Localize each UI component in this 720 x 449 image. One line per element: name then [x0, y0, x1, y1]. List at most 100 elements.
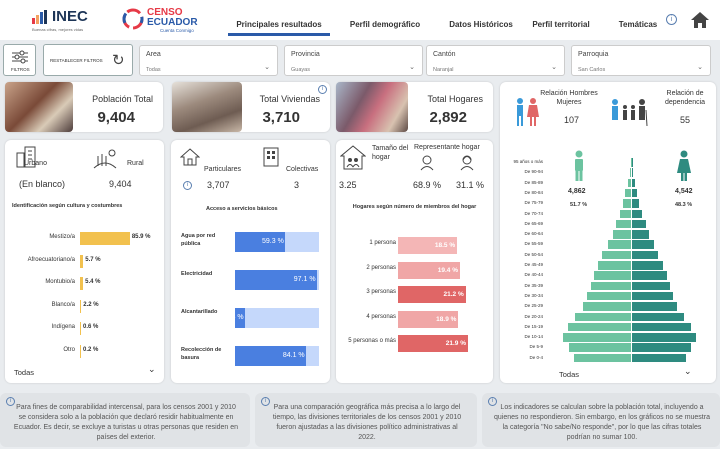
age-label: De 90-94: [524, 169, 543, 175]
bar: [80, 344, 81, 358]
bar: [80, 254, 84, 268]
bar-male: [567, 322, 631, 332]
censo-circle-icon: [122, 8, 144, 30]
chevron-down-icon[interactable]: ⌄: [148, 364, 156, 374]
pyramid-filter-select[interactable]: Todas: [559, 370, 580, 379]
bar-male: [608, 240, 631, 249]
area-label: Area: [146, 51, 161, 58]
data-label: 97.1 %: [293, 276, 316, 283]
area-value: Todas: [146, 67, 161, 73]
hogares-detail-card: Tamaño del hogar Representante hogar 3.2…: [336, 140, 493, 383]
tab-tematicas[interactable]: Temáticas: [618, 20, 658, 29]
censo-logo-line1: CENSO: [147, 7, 183, 18]
hogares-card: Total Hogares 2,892: [336, 82, 493, 132]
hombres-value: 4,862: [568, 188, 586, 195]
bar-female: [632, 219, 646, 229]
area-filter-select[interactable]: Todas: [14, 368, 35, 377]
info-icon: i: [261, 397, 270, 406]
age-label: De 20-24: [524, 313, 543, 319]
data-label: 18.5 %: [434, 242, 456, 249]
male-figure-icon: [575, 150, 583, 181]
tab-perfil-demografico[interactable]: Perfil demográfico: [349, 20, 421, 29]
colectivas-label: Colectivas: [286, 166, 319, 173]
cultura-chart-title: Identificación según cultura y costumbre…: [12, 203, 123, 209]
bar-male: [597, 261, 631, 270]
bar: [80, 277, 84, 290]
particulares-value: 3,707: [207, 180, 230, 190]
bar: [398, 261, 460, 279]
bar: [235, 270, 317, 290]
reset-filters-button[interactable]: RESTABLECER FILTROS ↻: [43, 44, 133, 76]
censo-logo[interactable]: CENSO ECUADOR Cuenta Conmigo: [122, 6, 212, 34]
bar-female: [632, 178, 636, 188]
active-tab-indicator: [228, 33, 330, 36]
bar-female: [632, 261, 664, 270]
tab-principales-resultados[interactable]: Principales resultados: [236, 20, 322, 29]
bar-male: [574, 312, 631, 321]
footnote-indicadores: i Los indicadores se calculan sobre la p…: [482, 393, 720, 447]
age-label: De 70-74: [524, 210, 543, 216]
bar-track: [235, 308, 319, 328]
data-label: 5.7 %: [85, 256, 101, 263]
info-icon[interactable]: i: [183, 181, 192, 190]
hombres-pct: 51.7 %: [570, 202, 588, 208]
household-photo: [336, 82, 408, 132]
footnote-text: Para fines de comparabilidad intercensal…: [13, 404, 239, 441]
provincia-select[interactable]: Provincia Guayas ⌄: [284, 45, 423, 76]
servicios-chart-title: Acceso a servicios básicos: [206, 206, 278, 212]
filtros-button[interactable]: FILTROS: [3, 44, 36, 76]
dependencia-value: 55: [680, 115, 691, 125]
age-label: De 30-34: [524, 292, 543, 298]
female-figure-icon: [677, 150, 691, 181]
data-label: 5.4 %: [85, 279, 101, 285]
bar: [80, 299, 82, 313]
chevron-down-icon[interactable]: ⌄: [684, 366, 692, 376]
category-label: Recolección de basura: [181, 347, 222, 361]
tab-datos-historicos[interactable]: Datos Históricos: [449, 20, 513, 29]
representante-label: Representante hogar: [414, 144, 480, 151]
bar-male: [568, 343, 631, 352]
age-label: De 60-64: [524, 231, 543, 237]
inec-logo[interactable]: INEC Buenas cifras, mejores vidas: [32, 6, 102, 34]
info-icon[interactable]: i: [318, 85, 327, 94]
refresh-icon: ↻: [112, 52, 125, 69]
category-label: 4 personas: [366, 313, 396, 320]
viviendas-label: Total Viviendas: [259, 94, 320, 104]
bar: [398, 335, 468, 352]
data-label: 19.4 %: [437, 266, 458, 274]
bar-male: [582, 302, 631, 311]
info-icon[interactable]: i: [666, 14, 677, 25]
area-select[interactable]: Area Todas ⌄: [139, 45, 278, 76]
bar-male: [594, 271, 631, 280]
home-icon[interactable]: [690, 11, 710, 29]
chevron-down-icon: ⌄: [551, 64, 557, 71]
bar-male: [629, 168, 631, 177]
tab-perfil-territorial[interactable]: Perfil territorial: [532, 20, 590, 29]
poblacion-card: Población Total 9,404: [5, 82, 163, 132]
data-label: 85.9 %: [131, 234, 151, 240]
parroquia-select[interactable]: Parroquia San Carlos ⌄: [571, 45, 711, 76]
bar-female: [632, 322, 691, 332]
chevron-down-icon: ⌄: [409, 64, 415, 71]
age-label: 95 años o más: [513, 159, 543, 164]
rural-value: 9,404: [109, 179, 132, 189]
bars-logo-icon: [32, 10, 47, 24]
poblacion-value: 9,404: [97, 109, 135, 126]
bar-male: [573, 353, 631, 363]
man-woman-icon: [517, 98, 539, 126]
data-label: 59.3 %: [262, 238, 284, 245]
mujeres-pct: 48.3 %: [675, 202, 693, 208]
censo-tagline: Cuenta Conmigo: [160, 28, 194, 33]
hogares-value: 2,892: [429, 109, 467, 126]
parroquia-value: San Carlos: [578, 67, 606, 73]
household-size-icon: [340, 145, 366, 170]
bar-female: [632, 188, 638, 198]
bar-female: [632, 168, 634, 177]
house-icon: [180, 148, 200, 166]
age-label: De 75-79: [524, 200, 543, 206]
canton-select[interactable]: Cantón Naranjal ⌄: [426, 45, 565, 76]
bar-male: [612, 230, 631, 239]
viviendas-value: 3,710: [262, 109, 300, 126]
category-label: Agua por red pública: [181, 233, 216, 247]
filtros-label: FILTROS: [11, 67, 30, 72]
